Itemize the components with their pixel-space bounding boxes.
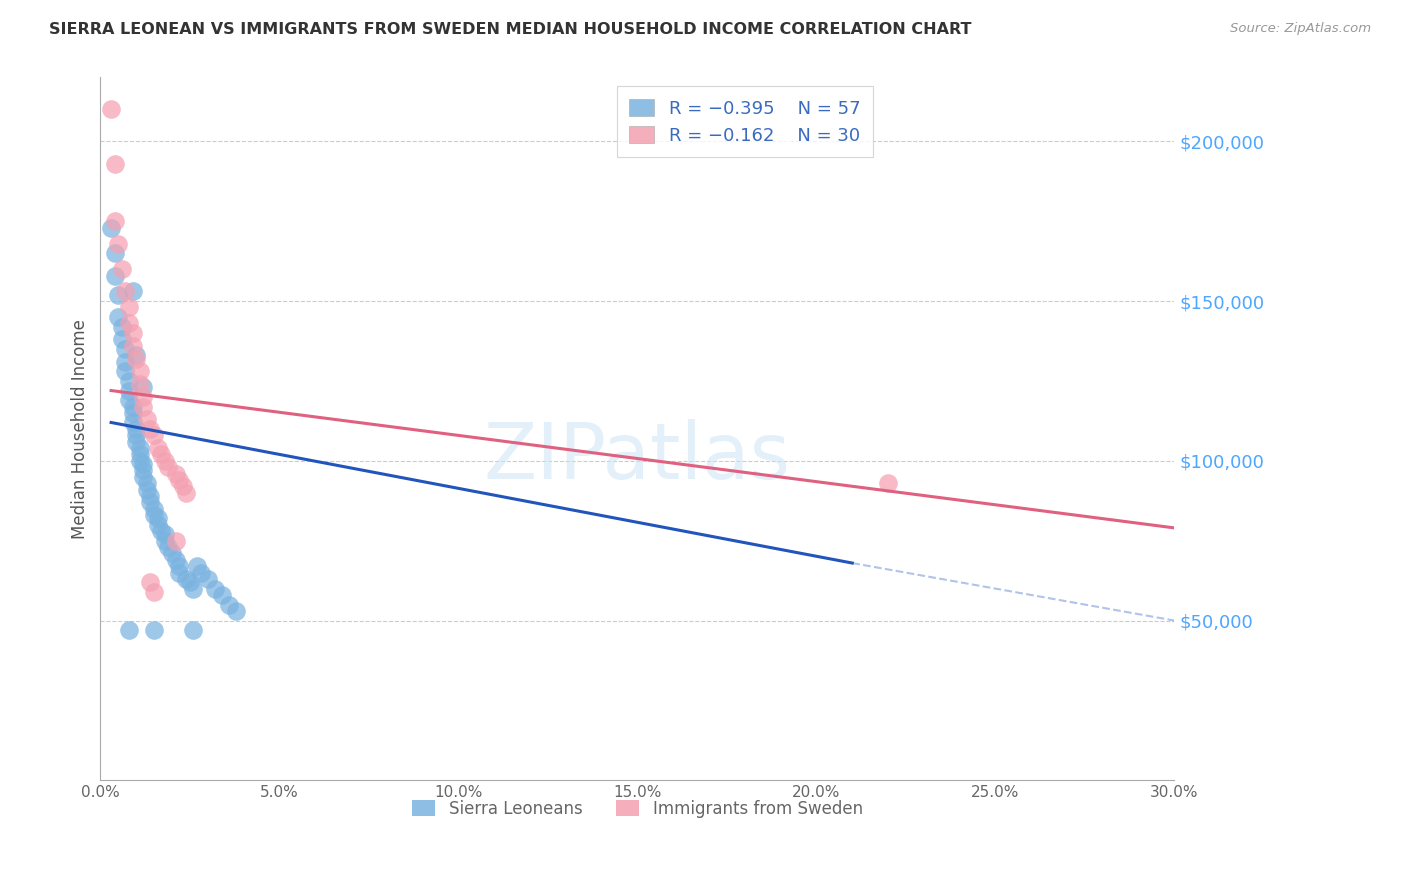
Point [104, 246, 127, 260]
Point [157, 540, 180, 554]
Point [218, 598, 240, 612]
Point [167, 559, 190, 574]
Point [128, 364, 150, 378]
Text: ZIPatlas: ZIPatlas [484, 419, 792, 495]
Point [132, 390, 155, 404]
Point [107, 287, 129, 301]
Point [104, 214, 127, 228]
Point [174, 485, 197, 500]
Point [172, 479, 194, 493]
Point [139, 489, 162, 503]
Text: SIERRA LEONEAN VS IMMIGRANTS FROM SWEDEN MEDIAN HOUSEHOLD INCOME CORRELATION CHA: SIERRA LEONEAN VS IMMIGRANTS FROM SWEDEN… [49, 22, 972, 37]
Point [153, 454, 176, 468]
Point [165, 553, 187, 567]
Point [107, 310, 129, 324]
Point [111, 319, 134, 334]
Point [121, 339, 143, 353]
Point [121, 326, 143, 340]
Point [118, 393, 141, 408]
Point [143, 428, 166, 442]
Point [128, 377, 150, 392]
Point [111, 333, 134, 347]
Point [146, 517, 169, 532]
Point [114, 285, 136, 299]
Point [104, 157, 127, 171]
Point [153, 527, 176, 541]
Point [143, 508, 166, 523]
Text: Source: ZipAtlas.com: Source: ZipAtlas.com [1230, 22, 1371, 36]
Point [143, 584, 166, 599]
Point [179, 575, 201, 590]
Point [107, 236, 129, 251]
Point [118, 384, 141, 398]
Point [225, 604, 247, 618]
Point [118, 623, 141, 637]
Point [125, 348, 148, 362]
Point [121, 400, 143, 414]
Point [204, 582, 226, 596]
Point [128, 447, 150, 461]
Point [118, 374, 141, 388]
Point [125, 434, 148, 449]
Point [132, 470, 155, 484]
Point [139, 495, 162, 509]
Point [104, 268, 127, 283]
Point [128, 454, 150, 468]
Point [190, 566, 212, 580]
Point [114, 355, 136, 369]
Point [128, 441, 150, 455]
Point [121, 406, 143, 420]
Point [100, 103, 122, 117]
Point [157, 460, 180, 475]
Point [121, 416, 143, 430]
Point [125, 428, 148, 442]
Point [146, 511, 169, 525]
Point [139, 575, 162, 590]
Point [132, 463, 155, 477]
Point [167, 473, 190, 487]
Point [125, 351, 148, 366]
Point [877, 476, 900, 491]
Point [146, 441, 169, 455]
Point [118, 317, 141, 331]
Y-axis label: Median Household Income: Median Household Income [72, 319, 89, 539]
Point [121, 285, 143, 299]
Point [186, 559, 208, 574]
Point [114, 342, 136, 356]
Point [143, 623, 166, 637]
Point [197, 572, 219, 586]
Point [165, 467, 187, 481]
Point [174, 572, 197, 586]
Point [118, 301, 141, 315]
Point [139, 422, 162, 436]
Point [114, 364, 136, 378]
Point [153, 533, 176, 548]
Point [132, 380, 155, 394]
Point [135, 412, 157, 426]
Point [135, 476, 157, 491]
Point [150, 524, 173, 538]
Point [143, 501, 166, 516]
Point [211, 588, 233, 602]
Legend: Sierra Leoneans, Immigrants from Sweden: Sierra Leoneans, Immigrants from Sweden [405, 793, 869, 825]
Point [132, 457, 155, 471]
Point [160, 546, 183, 560]
Point [135, 483, 157, 497]
Point [183, 623, 205, 637]
Point [183, 582, 205, 596]
Point [111, 262, 134, 277]
Point [165, 533, 187, 548]
Point [100, 220, 122, 235]
Point [125, 422, 148, 436]
Point [150, 447, 173, 461]
Point [167, 566, 190, 580]
Point [132, 400, 155, 414]
